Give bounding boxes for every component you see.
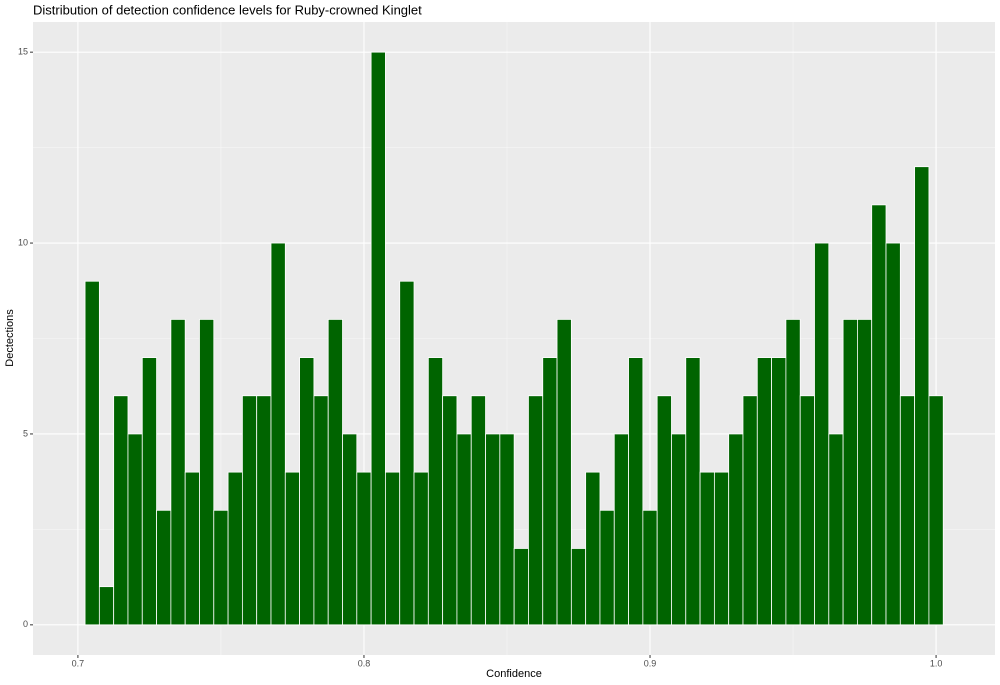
x-tick-label: 0.8 (358, 658, 371, 668)
bar (127, 433, 143, 626)
bar (270, 242, 286, 626)
bar (899, 395, 916, 626)
chart-title: Distribution of detection confidence lev… (33, 2, 422, 17)
y-axis-label: Dectections (4, 309, 16, 367)
bar (199, 319, 215, 626)
bar (585, 471, 601, 626)
bar (284, 471, 301, 626)
bar (227, 471, 243, 626)
bar (213, 509, 229, 626)
bar (828, 433, 844, 626)
bar (871, 204, 887, 626)
bar (799, 395, 815, 626)
bar (771, 357, 787, 626)
bar (256, 395, 272, 626)
bar (356, 471, 372, 626)
bar (241, 395, 258, 626)
bar (413, 471, 429, 626)
bar (456, 433, 472, 626)
bar (671, 433, 687, 626)
bar (499, 433, 515, 626)
bar (370, 51, 386, 626)
bar (656, 395, 672, 626)
bar (842, 319, 858, 626)
bar (814, 242, 830, 626)
bar (685, 357, 701, 626)
bar (885, 242, 901, 626)
bar (113, 395, 129, 626)
bar (342, 433, 358, 626)
bar (442, 395, 458, 626)
x-axis-label: Confidence (486, 668, 542, 680)
bar (742, 395, 758, 626)
bar (528, 395, 544, 626)
bar (156, 509, 172, 626)
bar (170, 319, 186, 626)
bar (98, 586, 115, 626)
y-tick-label: 0 (23, 619, 28, 629)
bar (313, 395, 329, 626)
x-tick-label: 0.7 (72, 658, 85, 668)
bar (542, 357, 558, 626)
bar (728, 433, 744, 626)
bar (628, 357, 644, 626)
bar (184, 471, 200, 626)
bar (713, 471, 730, 626)
bar (699, 471, 715, 626)
bar (642, 509, 658, 626)
y-tick-label: 10 (18, 237, 28, 247)
bar (485, 433, 501, 626)
bar (928, 395, 944, 626)
bar (427, 357, 444, 626)
bar (613, 433, 629, 626)
bar (914, 166, 930, 626)
y-tick-label: 15 (18, 47, 28, 57)
bar (513, 548, 529, 626)
x-tick-label: 0.9 (644, 658, 657, 668)
bar (399, 280, 415, 626)
bar (141, 357, 157, 626)
bar (385, 471, 401, 626)
bar (599, 509, 615, 626)
bar (327, 319, 343, 626)
x-tick-label: 1.0 (930, 658, 943, 668)
y-tick-label: 5 (23, 428, 28, 438)
bar (470, 395, 486, 626)
bar (785, 319, 801, 626)
bar (299, 357, 315, 626)
bar (756, 357, 772, 626)
bar (84, 280, 100, 626)
bar (556, 319, 572, 626)
bar (857, 319, 873, 626)
bar (570, 548, 587, 626)
